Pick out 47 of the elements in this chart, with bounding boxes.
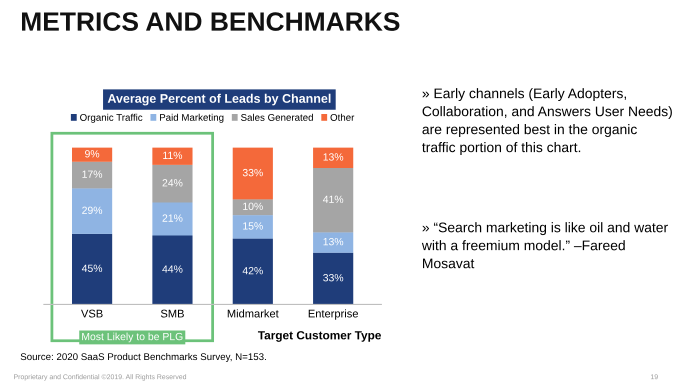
data-label: 33% — [323, 274, 344, 282]
bar — [232, 238, 273, 304]
text: » “Search marketing is like oil and water with a freemium model.” –Fareed Mosavat — [422, 222, 668, 268]
x-tick-label: Enterprise — [308, 309, 358, 320]
data-label: 41% — [322, 196, 344, 203]
legend-label: Sales Generated — [241, 114, 313, 121]
chart-title: METRICS AND BENCHMARKS — [22, 12, 400, 31]
bar — [313, 232, 354, 253]
bar — [72, 234, 112, 304]
data-label: 10% — [243, 202, 263, 210]
bar — [313, 252, 354, 304]
data-label: 15% — [243, 222, 263, 230]
bar — [313, 168, 354, 232]
x-tick-label: SMB — [160, 310, 184, 318]
x-tick-label: Midmarket — [228, 309, 279, 318]
data-label: 24% — [162, 179, 182, 186]
bar — [72, 162, 112, 188]
chart-subtitle: Average Percent of Leads by Channel — [108, 94, 330, 106]
bar — [152, 164, 193, 203]
bar — [72, 148, 112, 162]
data-label: 29% — [82, 206, 102, 214]
bar — [232, 148, 273, 200]
bar — [152, 148, 193, 165]
x-axis-title: Target Customer Type — [258, 331, 381, 342]
x-tick-label: VSB — [81, 310, 103, 318]
legend-label: Other — [330, 114, 354, 121]
bar — [72, 188, 112, 234]
bar — [232, 215, 273, 239]
bar — [152, 202, 193, 236]
data-label: 11% — [163, 152, 182, 160]
data-label: 17% — [82, 170, 102, 178]
data-label: 42% — [242, 266, 263, 274]
data-label: 9% — [85, 150, 100, 158]
data-label: 33% — [242, 168, 263, 176]
bar — [152, 235, 193, 304]
legend-label: Organic Traffic — [80, 114, 142, 123]
source-note: Source: 2020 SaaS Product Benchmarks Survey, N=153. — [20, 352, 266, 362]
text: » Early channels (Early Adopters, Collaboration, and Answers User Needs) are represented best in the organic traffic portion of this chart. — [422, 88, 672, 155]
bar — [313, 148, 354, 168]
data-label: 21% — [162, 214, 182, 222]
data-label: 45% — [82, 264, 102, 272]
bar — [232, 199, 273, 216]
data-label: 44% — [162, 265, 182, 273]
legend-label: Paid Marketing — [160, 114, 224, 123]
text: Most Likely to be PLG — [82, 332, 182, 342]
data-label: 13% — [324, 238, 344, 246]
data-label: 13% — [324, 153, 344, 161]
